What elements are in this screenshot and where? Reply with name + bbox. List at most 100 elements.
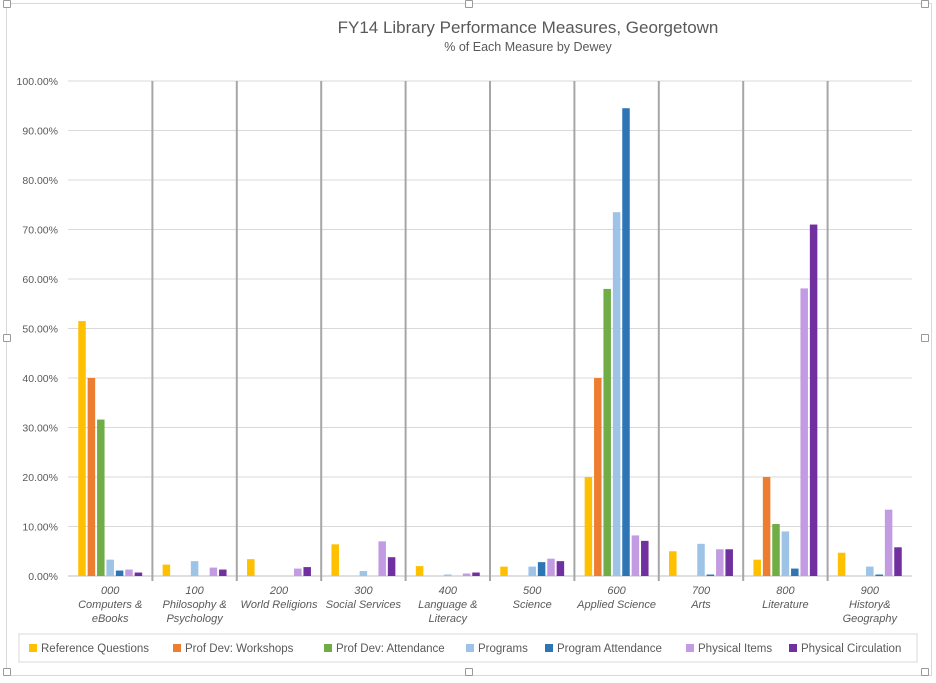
legend-label: Physical Circulation bbox=[801, 643, 901, 655]
bar-600-physical-items bbox=[631, 535, 640, 576]
bar-600-program-attendance bbox=[622, 108, 630, 576]
y-tick-label: 80.00% bbox=[22, 175, 58, 187]
resize-handle-left[interactable] bbox=[3, 334, 11, 342]
bar-000-reference-questions bbox=[78, 321, 86, 576]
y-axis-labels: 0.00% 10.00% 20.00% 30.00% 40.00% 50.00% 60.00… bbox=[17, 76, 58, 583]
chart-area[interactable]: FY14 Library Performance Measures, Georg… bbox=[3, 0, 932, 676]
x-category-label: Applied Science bbox=[576, 599, 656, 611]
y-tick-label: 40.00% bbox=[22, 373, 58, 385]
legend-swatch bbox=[686, 644, 694, 652]
x-category-code: 200 bbox=[269, 585, 289, 597]
bar-500-program-attendance bbox=[537, 562, 546, 576]
resize-handle-top[interactable] bbox=[465, 0, 473, 8]
x-category-code: 300 bbox=[354, 585, 373, 597]
x-category-label: Computers & bbox=[78, 599, 142, 611]
bar-300-programs bbox=[359, 571, 368, 576]
x-category-code: 500 bbox=[523, 585, 542, 597]
bar-900-physical-circulation bbox=[894, 547, 902, 576]
legend-label: Prof Dev: Attendance bbox=[336, 643, 445, 655]
bar-800-programs bbox=[781, 531, 790, 576]
bar-000-programs bbox=[106, 559, 114, 576]
bar-700-reference-questions bbox=[669, 551, 677, 576]
bar-500-physical-circulation bbox=[556, 561, 565, 576]
bar-700-physical-items bbox=[716, 549, 724, 576]
bar-700-physical-circulation bbox=[725, 549, 733, 576]
x-category-code: 700 bbox=[692, 585, 711, 597]
bar-100-physical-items bbox=[209, 567, 218, 576]
x-category-label: Science bbox=[513, 599, 552, 611]
x-category-label: Geography bbox=[843, 613, 899, 625]
resize-handle-bottom[interactable] bbox=[465, 668, 473, 676]
bar-800-physical-circulation bbox=[809, 224, 818, 577]
x-category-code: 800 bbox=[776, 585, 795, 597]
resize-handle-bottom-left[interactable] bbox=[3, 668, 11, 676]
x-category-code: 000 bbox=[101, 585, 120, 597]
legend-swatch bbox=[466, 644, 474, 652]
bar-200-physical-circulation bbox=[303, 567, 311, 576]
bar-600-prof-dev-workshops bbox=[594, 378, 602, 576]
bar-800-physical-items bbox=[800, 288, 808, 576]
bar-700-program-attendance bbox=[706, 574, 715, 576]
x-category-code: 900 bbox=[861, 585, 880, 597]
legend-label: Program Attendance bbox=[557, 643, 662, 655]
resize-handle-bottom-right[interactable] bbox=[921, 668, 929, 676]
legend-box bbox=[18, 633, 918, 663]
y-tick-label: 0.00% bbox=[28, 571, 58, 583]
bar-800-prof-dev-workshops bbox=[762, 477, 771, 576]
bar-000-prof-dev-workshops bbox=[87, 378, 96, 576]
x-category-label: Psychology bbox=[166, 613, 224, 625]
x-category-code: 600 bbox=[607, 585, 626, 597]
bar-100-programs bbox=[190, 561, 199, 576]
bar-100-physical-circulation bbox=[219, 569, 227, 576]
bar-600-prof-dev-attendance bbox=[603, 288, 611, 576]
bar-600-reference-questions bbox=[584, 477, 593, 576]
bar-800-program-attendance bbox=[791, 568, 799, 576]
y-tick-label: 10.00% bbox=[22, 522, 58, 534]
bar-000-program-attendance bbox=[115, 570, 124, 576]
resize-handle-right[interactable] bbox=[921, 334, 929, 342]
bar-900-programs bbox=[866, 566, 874, 576]
x-category-label: eBooks bbox=[92, 613, 129, 625]
resize-handle-top-left[interactable] bbox=[3, 0, 11, 8]
x-category-label: Language & bbox=[418, 599, 477, 611]
chart-svg: FY14 Library Performance Measures, Georg… bbox=[17, 18, 918, 663]
legend-label: Reference Questions bbox=[41, 643, 149, 655]
bar-900-physical-items bbox=[884, 509, 893, 576]
legend-label: Prof Dev: Workshops bbox=[185, 643, 294, 655]
bar-900-program-attendance bbox=[875, 574, 883, 576]
resize-handle-top-right[interactable] bbox=[921, 0, 929, 8]
legend-swatch bbox=[324, 644, 332, 652]
y-tick-label: 70.00% bbox=[22, 225, 58, 237]
bar-900-reference-questions bbox=[837, 552, 846, 576]
legend-swatch bbox=[545, 644, 553, 652]
category-separators bbox=[151, 81, 829, 581]
bar-400-reference-questions bbox=[415, 566, 424, 576]
bar-800-reference-questions bbox=[753, 559, 761, 576]
y-tick-label: 30.00% bbox=[22, 423, 58, 435]
x-category-code: 400 bbox=[439, 585, 458, 597]
bar-400-programs bbox=[444, 574, 452, 576]
x-category-label: Arts bbox=[690, 599, 711, 611]
chart-title: FY14 Library Performance Measures, Georg… bbox=[338, 18, 719, 37]
bar-200-reference-questions bbox=[247, 559, 255, 576]
y-tick-label: 60.00% bbox=[22, 274, 58, 286]
bar-300-physical-circulation bbox=[387, 557, 396, 576]
x-category-label: Literature bbox=[762, 599, 808, 611]
bar-500-programs bbox=[528, 566, 536, 576]
bar-300-physical-items bbox=[378, 541, 386, 576]
legend: Reference Questions Prof Dev: Workshops Pr… bbox=[29, 643, 901, 655]
x-category-label: History& bbox=[849, 599, 891, 611]
bar-000-prof-dev-attendance bbox=[97, 419, 105, 576]
y-tick-label: 20.00% bbox=[22, 472, 58, 484]
legend-label: Physical Items bbox=[698, 643, 772, 655]
x-category-label: Social Services bbox=[326, 599, 402, 611]
bar-000-physical-circulation bbox=[134, 572, 143, 576]
x-axis-labels: 000 Computers & eBooks 100 Philosophy & Psych… bbox=[78, 585, 898, 625]
x-category-label: World Religions bbox=[240, 599, 318, 611]
legend-swatch bbox=[789, 644, 797, 652]
x-category-label: Literacy bbox=[429, 613, 469, 625]
bar-400-physical-items bbox=[462, 573, 471, 576]
legend-swatch bbox=[173, 644, 181, 652]
legend-label: Programs bbox=[478, 643, 528, 655]
bar-600-physical-circulation bbox=[641, 540, 649, 576]
